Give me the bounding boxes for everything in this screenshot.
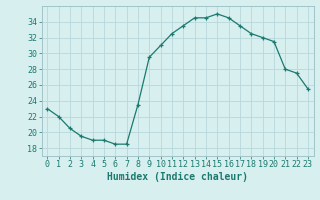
X-axis label: Humidex (Indice chaleur): Humidex (Indice chaleur)	[107, 172, 248, 182]
